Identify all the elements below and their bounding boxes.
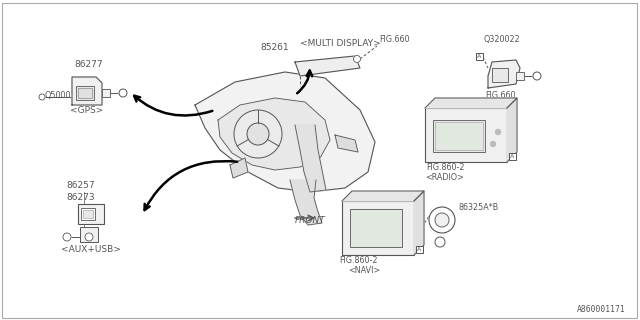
- Polygon shape: [295, 125, 326, 192]
- Bar: [78, 88, 92, 98]
- Circle shape: [63, 233, 71, 241]
- Text: 86273: 86273: [66, 193, 95, 202]
- Circle shape: [429, 207, 455, 233]
- Text: <RADIO>: <RADIO>: [426, 173, 465, 182]
- Polygon shape: [342, 191, 424, 201]
- Bar: [435, 122, 483, 150]
- Circle shape: [435, 237, 445, 247]
- Circle shape: [435, 213, 449, 227]
- Circle shape: [119, 89, 127, 97]
- Text: Q500013: Q500013: [44, 91, 81, 100]
- Bar: [81, 208, 95, 220]
- Bar: [78, 204, 104, 224]
- Text: 86325A*B: 86325A*B: [458, 203, 499, 212]
- Circle shape: [234, 110, 282, 158]
- Text: <GPS>: <GPS>: [70, 106, 104, 115]
- Polygon shape: [507, 98, 517, 162]
- Polygon shape: [218, 98, 330, 170]
- Circle shape: [533, 72, 541, 80]
- Text: FIG.860-2: FIG.860-2: [339, 256, 377, 265]
- Text: 86257: 86257: [66, 181, 95, 190]
- Bar: [516, 72, 524, 80]
- Bar: [492, 68, 508, 82]
- Text: A860001171: A860001171: [577, 305, 626, 314]
- Text: FIG.860-2: FIG.860-2: [426, 163, 464, 172]
- Text: <MULTI DISPLAY>: <MULTI DISPLAY>: [300, 39, 381, 48]
- Bar: [102, 89, 110, 97]
- Text: <NAVI>: <NAVI>: [348, 266, 380, 275]
- Bar: [342, 201, 414, 255]
- Circle shape: [39, 94, 45, 100]
- Text: FIG.660: FIG.660: [379, 35, 410, 44]
- Text: A: A: [477, 54, 482, 59]
- Bar: [425, 108, 507, 162]
- Bar: [476, 53, 483, 60]
- Circle shape: [490, 141, 495, 147]
- Bar: [433, 120, 485, 152]
- Bar: [76, 86, 94, 100]
- Polygon shape: [414, 191, 424, 255]
- Text: 86277: 86277: [74, 60, 102, 69]
- Bar: [80, 227, 98, 242]
- Circle shape: [495, 130, 500, 134]
- Polygon shape: [230, 158, 248, 178]
- Bar: [350, 209, 402, 247]
- FancyArrowPatch shape: [134, 96, 212, 116]
- Bar: [416, 246, 423, 253]
- Text: A: A: [417, 247, 422, 252]
- Polygon shape: [425, 98, 517, 108]
- Polygon shape: [72, 77, 102, 105]
- Bar: [509, 153, 516, 160]
- Polygon shape: [195, 72, 375, 192]
- Circle shape: [353, 55, 360, 62]
- Text: A: A: [510, 154, 515, 159]
- Polygon shape: [488, 60, 520, 88]
- FancyArrowPatch shape: [145, 161, 237, 210]
- Polygon shape: [290, 180, 322, 225]
- Circle shape: [247, 123, 269, 145]
- Polygon shape: [335, 135, 358, 152]
- Text: <AUX+USB>: <AUX+USB>: [61, 245, 121, 254]
- Text: FRONT: FRONT: [295, 216, 326, 225]
- FancyArrowPatch shape: [297, 71, 312, 93]
- Text: 85261: 85261: [260, 43, 289, 52]
- Text: FIG.660: FIG.660: [484, 91, 515, 100]
- Bar: [83, 210, 93, 218]
- Circle shape: [85, 233, 93, 241]
- Polygon shape: [295, 56, 360, 76]
- Text: Q320022: Q320022: [484, 35, 520, 44]
